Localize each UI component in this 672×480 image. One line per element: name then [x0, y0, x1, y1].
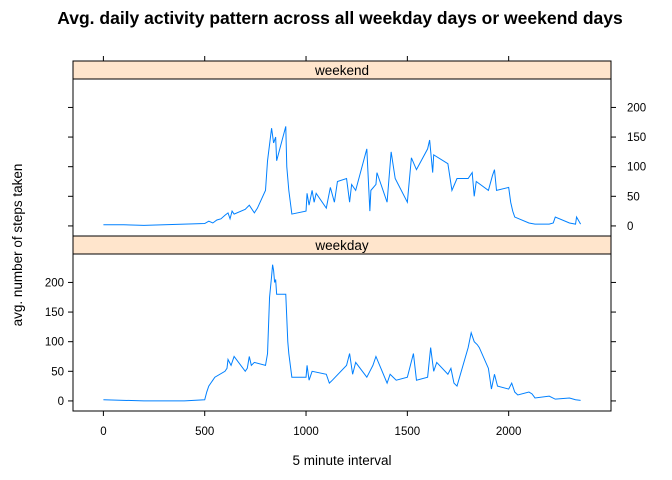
- y-tick-label-weekday-100: 100: [45, 337, 64, 349]
- y-axis-label: avg. number of steps taken: [10, 164, 25, 327]
- x-tick-label-0: 0: [100, 426, 106, 438]
- y-tick-label-weekend-150: 150: [627, 132, 646, 144]
- y-tick-label-weekend-50: 50: [627, 191, 640, 203]
- y-tick-label-weekday-150: 150: [45, 307, 64, 319]
- panel-weekend: weekend 0 50 100 150 200: [68, 56, 646, 237]
- x-axis: 0 500 1000 1500 2000: [100, 411, 521, 438]
- plot-frame-weekend: [72, 78, 612, 237]
- y-tick-label-weekend-0: 0: [627, 221, 633, 233]
- x-tick-label-2000: 2000: [496, 426, 522, 438]
- ticks-weekend: 0 50 100 150 200: [68, 56, 646, 233]
- x-tick-label-500: 500: [195, 426, 214, 438]
- strip-label-weekday: weekday: [314, 238, 369, 253]
- x-axis-label: 5 minute interval: [292, 453, 391, 468]
- x-tick-label-1500: 1500: [395, 426, 421, 438]
- y-tick-label-weekday-200: 200: [45, 277, 64, 289]
- y-tick-label-weekend-100: 100: [627, 162, 646, 174]
- panel-weekday: weekday 0 50 100 150 200: [45, 235, 616, 412]
- y-tick-label-weekday-0: 0: [58, 396, 64, 408]
- y-tick-label-weekend-200: 200: [627, 102, 646, 114]
- plot-frame-weekday: [72, 253, 612, 412]
- y-tick-label-weekday-50: 50: [51, 366, 64, 378]
- series-line-weekday: [103, 264, 581, 402]
- strip-label-weekend: weekend: [314, 63, 369, 78]
- series-line-weekend: [103, 126, 582, 226]
- ticks-weekday: 0 50 100 150 200: [45, 277, 616, 408]
- x-tick-label-1000: 1000: [293, 426, 319, 438]
- chart-title: Avg. daily activity pattern across all w…: [57, 8, 623, 28]
